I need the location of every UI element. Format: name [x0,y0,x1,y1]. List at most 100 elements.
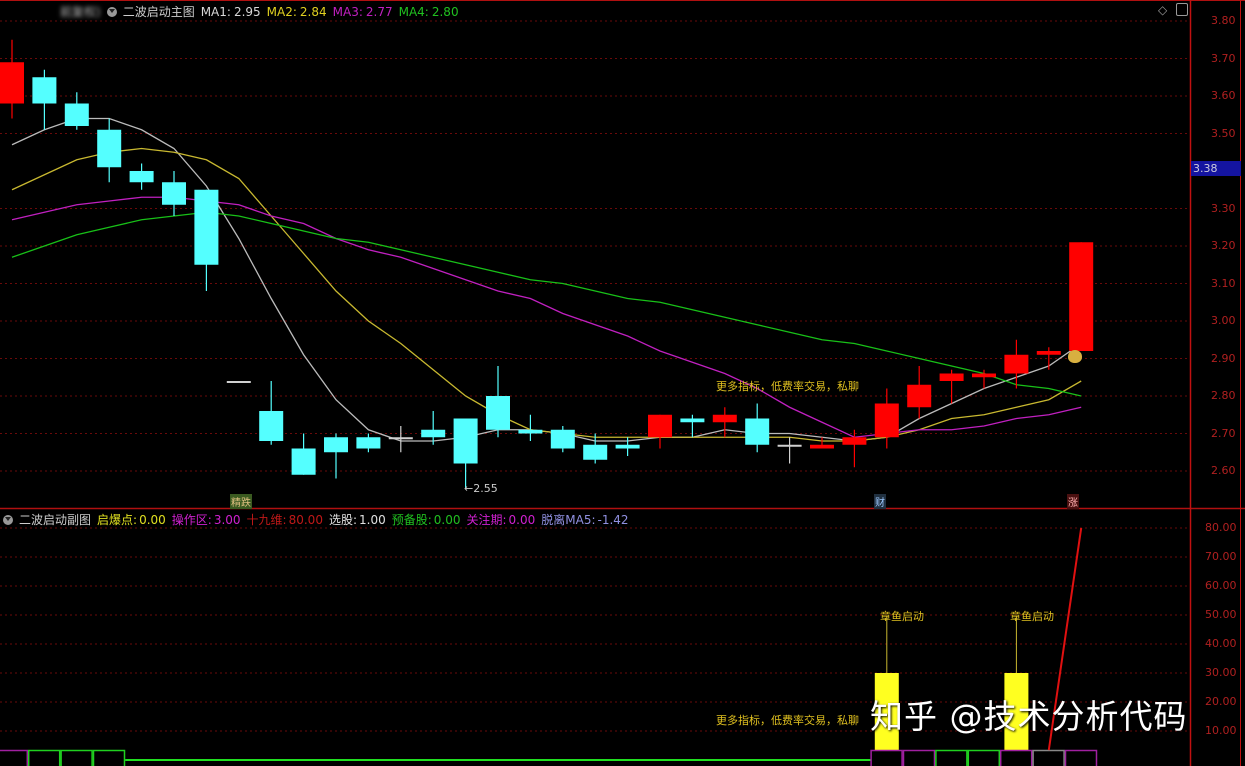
candle[interactable] [583,433,608,464]
candle[interactable] [745,403,770,453]
candle-body [842,437,867,445]
candle-body [712,414,737,423]
candle-body [939,373,964,381]
candle[interactable] [324,433,348,479]
price-tick: 3.80 [1211,14,1236,27]
ma-value: 2.77 [365,4,393,19]
candle[interactable] [1036,347,1061,370]
candle[interactable] [615,437,640,456]
candle[interactable] [518,414,543,441]
signal-bar [874,673,899,750]
sub-label: 选股: [328,513,357,527]
money-bag-icon [1068,350,1082,363]
ma4-line [11,211,1082,397]
price-tick: 3.50 [1211,126,1236,140]
candle[interactable] [64,92,89,130]
signal-label-2: 章鱼启动 [1010,610,1054,623]
candle[interactable] [226,381,251,383]
candle[interactable] [388,426,413,453]
ma-label: MA2: [266,4,297,19]
ma-readout-2: MA2: 2.84 [267,5,327,19]
candle-body [1036,351,1061,355]
candle[interactable] [32,69,57,130]
candle[interactable] [194,189,219,291]
candle-body [291,448,316,475]
candle-body [162,182,186,205]
sub-header: 二波启动副图 启爆点: 0.00 操作区: 3.00 十九维: 80.00 选股: 1.00 预… [3,511,629,528]
grid-lines [0,20,1190,732]
status-box [1064,749,1098,766]
candle[interactable] [97,118,122,183]
sub-readout-1: 启爆点: 0.00 [97,511,166,528]
sub-label: 关注期: [466,513,507,527]
candle[interactable] [680,414,705,438]
candle[interactable] [712,407,737,438]
sub-indicator-name[interactable]: 二波启动副图 [19,513,92,527]
candle[interactable] [874,388,899,449]
candle[interactable] [907,366,932,419]
price-tick: 3.00 [1211,314,1236,327]
candle-body [129,171,154,183]
status-box [0,749,29,766]
candle[interactable] [129,163,154,190]
candle[interactable] [842,429,867,468]
candle-body [356,437,381,449]
candle-body [453,418,478,464]
candle-body [194,189,219,265]
candle-body [388,437,413,440]
sub-value: 0.00 [508,513,536,527]
ad-text-sub: 更多指标，低费率交易，私聊 [716,714,859,727]
status-box [1032,749,1065,766]
signal-bar [1004,673,1029,750]
status-box [60,749,93,766]
candle[interactable] [550,426,575,453]
candle[interactable] [810,437,834,449]
candle[interactable] [972,369,996,389]
sub-indicator-menu-icon[interactable] [3,514,13,525]
candle[interactable] [453,418,478,488]
moving-averages [11,117,1082,442]
candle[interactable] [1069,242,1094,351]
candle-body [64,103,89,126]
tag-left: 精跌 [230,494,252,509]
sub-tick: 70.00 [1205,550,1237,563]
candle[interactable] [486,366,510,438]
sub-label: 脱离MA5: [541,513,596,527]
indicator-menu-icon[interactable] [106,6,117,17]
candle[interactable] [259,381,284,445]
ma-label: MA4: [398,4,429,19]
candle[interactable] [421,411,446,445]
main-indicator-name[interactable]: 二波启动主图 [122,5,195,19]
candle[interactable] [939,369,964,404]
ma-readout-1: MA1: 2.95 [201,5,261,19]
candle[interactable] [777,437,802,464]
ma2-line [11,147,1082,442]
panel-toggle-icon[interactable] [1176,3,1188,16]
ma-label: MA3: [332,4,363,19]
candle[interactable] [291,433,316,475]
candle[interactable] [356,433,381,453]
sub-label: 启爆点: [97,513,138,527]
status-box [27,749,61,766]
sub-label: 操作区: [171,513,212,527]
candle-body [745,418,770,445]
price-tick: 2.70 [1211,426,1236,440]
sub-value: 0.00 [139,513,166,527]
candle[interactable] [162,171,186,216]
candle[interactable] [648,414,672,449]
ma-readout-3: MA3: 2.77 [333,5,393,19]
sub-readout-4: 选股: 1.00 [329,511,386,528]
tag-mid: 财 [874,494,886,509]
candle[interactable] [0,39,24,119]
candle[interactable] [1004,339,1029,389]
candle-body [518,429,543,434]
price-tick: 3.30 [1211,201,1236,215]
sub-tick: 50.00 [1205,608,1237,621]
adjust-label: 前复权) [60,5,101,19]
candle-body [810,444,834,449]
sub-readout-7: 脱离MA5: -1.42 [541,511,628,528]
sub-readout-6: 关注期: 0.00 [466,511,535,528]
sub-tick: 80.00 [1205,521,1237,534]
diamond-icon[interactable]: ◇ [1158,3,1168,17]
